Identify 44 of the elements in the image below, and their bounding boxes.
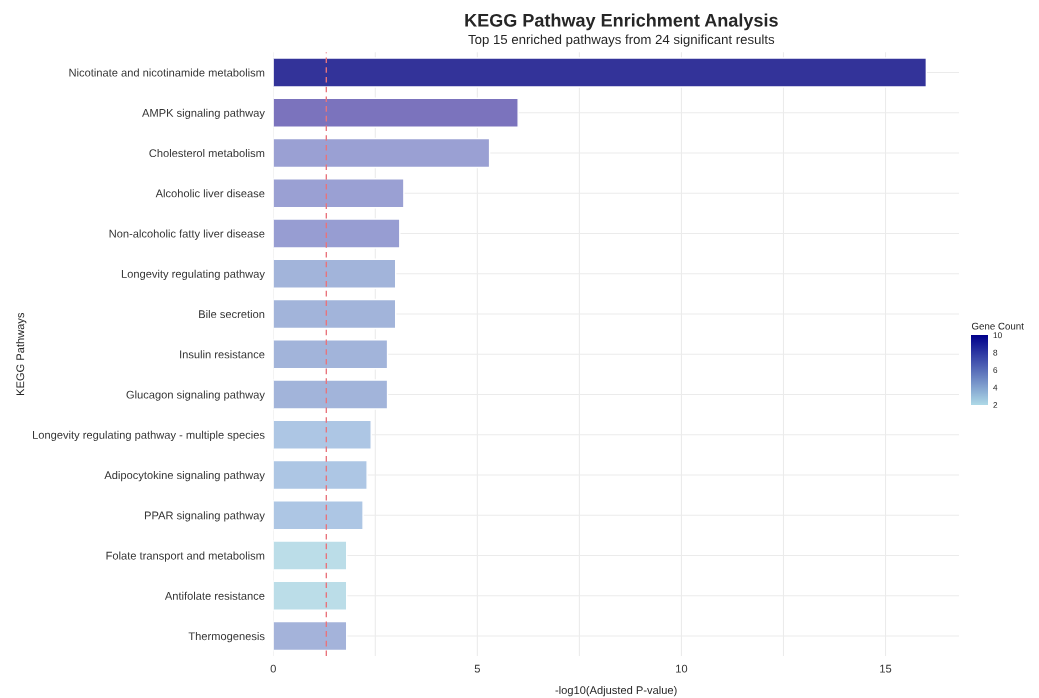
color-bar-label: 8 (993, 349, 998, 356)
bar (273, 379, 389, 410)
color-bar-label: 2 (993, 402, 998, 408)
x-tick-label: 0 (270, 664, 276, 673)
bar (273, 540, 348, 571)
bar (273, 620, 348, 652)
y-tick-label: Antifolate resistance (164, 591, 265, 600)
color-bar-label: 10 (993, 332, 1002, 339)
x-axis-title: -log10(Adjusted P-value) (555, 685, 677, 697)
color-bar-label: 6 (993, 367, 998, 374)
bar (273, 57, 928, 88)
bar (273, 339, 389, 370)
y-tick-label: PPAR signaling pathway (144, 511, 265, 522)
bar (273, 97, 519, 128)
bar (273, 298, 397, 330)
y-axis-title: KEGG Pathways (16, 312, 27, 396)
x-tick-label: 5 (474, 664, 480, 673)
chart-subtitle: Top 15 enriched pathways from 24 significant results (468, 34, 775, 47)
y-tick-label: Cholesterol metabolism (149, 148, 265, 158)
y-tick-label: Longevity regulating pathway (121, 269, 265, 281)
bar (273, 137, 491, 169)
y-tick-label: Bile secretion (199, 309, 265, 319)
chart-title: KEGG Pathway Enrichment Analysis (465, 13, 778, 31)
y-tick-label: Glucagon signaling pathway (126, 390, 265, 401)
y-tick-label: Non-alcoholic fatty liver disease (109, 229, 265, 240)
y-tick-label: AMPK signaling pathway (142, 108, 265, 120)
y-tick-label: Adipocytokine signaling pathway (104, 470, 265, 482)
bar (273, 500, 364, 531)
y-tick-label: Insulin resistance (180, 350, 265, 359)
bar (273, 178, 405, 209)
bar (273, 419, 372, 450)
y-tick-label: Thermogenesis (188, 631, 265, 643)
color-bar-title: Gene Count (971, 322, 1024, 330)
bar (273, 580, 348, 611)
y-tick-label: Folate transport and metabolism (106, 551, 265, 562)
y-tick-label: Longevity regulating pathway - multiple species (33, 430, 265, 442)
bar (273, 459, 368, 491)
x-tick-label: 15 (880, 664, 892, 673)
bar (273, 258, 397, 289)
y-tick-label: Alcoholic liver disease (155, 189, 265, 198)
bar (273, 218, 401, 249)
x-tick-label: 10 (676, 664, 688, 673)
color-bar-label: 4 (993, 384, 998, 391)
y-tick-label: Nicotinate and nicotinamide metabolism (69, 68, 265, 77)
